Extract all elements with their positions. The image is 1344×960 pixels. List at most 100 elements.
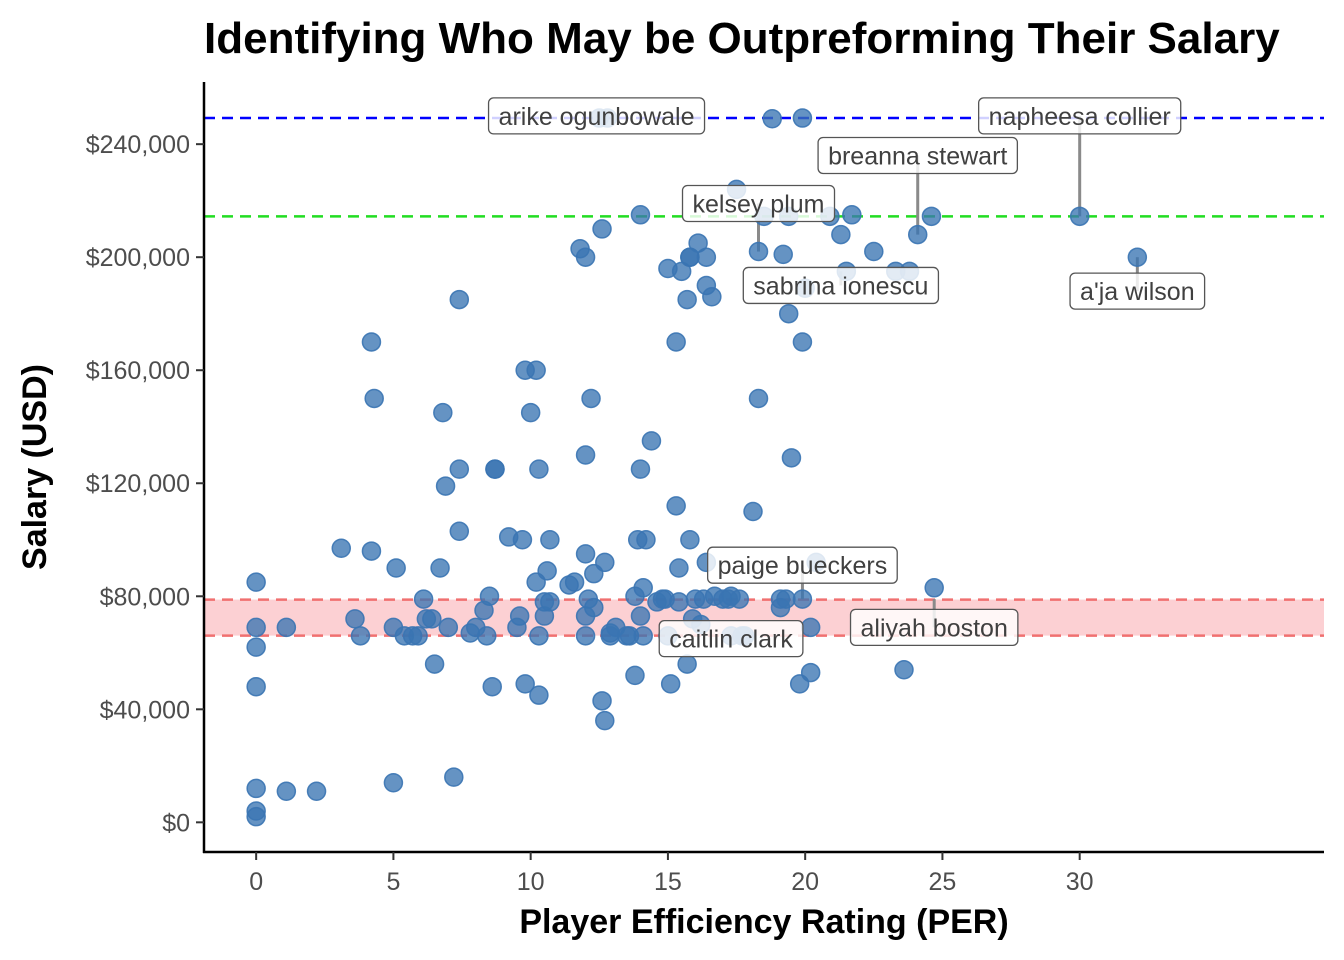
data-point	[529, 685, 549, 705]
data-point	[479, 586, 500, 607]
data-point	[246, 806, 266, 827]
annotation-text: napheesa collier	[989, 103, 1171, 131]
data-point	[584, 597, 604, 618]
data-point	[633, 578, 653, 598]
annotation-box	[707, 546, 898, 584]
data-point	[592, 691, 612, 711]
data-point	[306, 781, 327, 801]
data-point	[246, 572, 266, 592]
x-tick-label: 10	[517, 868, 545, 896]
data-point	[386, 558, 406, 578]
data-point	[529, 626, 549, 646]
annotation-label-3: breanna stewart	[817, 136, 1019, 175]
data-point	[748, 388, 769, 409]
data-point	[529, 459, 549, 479]
data-point	[636, 530, 656, 550]
data-point	[778, 303, 799, 324]
annotation-box	[977, 97, 1182, 135]
data-point	[743, 501, 763, 522]
x-tick-label: 15	[654, 868, 682, 896]
data-point	[476, 626, 497, 646]
x-axis-title: Player Efficiency Rating (PER)	[519, 903, 1008, 941]
data-point	[729, 589, 750, 609]
chart-title: Identifying Who May be Outpreforming The…	[204, 14, 1280, 63]
data-point	[509, 606, 530, 626]
data-point	[660, 674, 681, 694]
y-tick-label: $80,000	[100, 583, 190, 611]
axes: 0 5 10 15 20 25 30 $0 $40,000 $80,000 $120,000 $160…	[86, 82, 1324, 896]
data-point	[350, 626, 371, 646]
data-point	[669, 592, 689, 612]
annotation-label-2: napheesa collier	[977, 97, 1182, 135]
data-point	[630, 459, 651, 479]
data-point	[438, 617, 459, 638]
data-point	[831, 224, 851, 245]
annotation-box	[681, 184, 836, 223]
data-point	[633, 626, 653, 646]
data-point	[246, 676, 266, 697]
data-point	[669, 558, 689, 578]
data-point	[361, 541, 382, 561]
data-point	[512, 530, 533, 550]
annotation-text: caitlin clark	[669, 626, 793, 654]
data-point	[630, 205, 651, 225]
data-point	[677, 289, 697, 310]
data-point	[1127, 247, 1148, 267]
data-point	[595, 710, 615, 731]
data-point	[924, 578, 944, 598]
data-point	[575, 626, 596, 646]
data-point	[595, 552, 615, 573]
y-tick-label: $40,000	[100, 696, 190, 724]
data-point	[383, 773, 404, 793]
data-point	[800, 617, 821, 638]
annotation-text: breanna stewart	[828, 142, 1007, 170]
data-point	[1069, 206, 1090, 227]
x-tick-label: 20	[791, 868, 819, 896]
data-point	[592, 219, 612, 239]
data-point	[630, 606, 651, 626]
y-tick-label: $200,000	[86, 244, 190, 272]
data-point	[864, 241, 884, 262]
annotation-box	[817, 136, 1019, 175]
annotation-text: a'ja wilson	[1080, 278, 1195, 306]
data-point	[792, 589, 813, 609]
x-tick-label: 30	[1066, 868, 1094, 896]
data-point	[680, 530, 700, 550]
data-point	[842, 205, 862, 225]
data-point	[331, 538, 352, 558]
annotation-box	[742, 266, 940, 305]
annotation-text: aliyah boston	[861, 614, 1008, 642]
data-point	[748, 241, 769, 262]
annotation-text: arike ogunbowale	[499, 103, 695, 131]
data-point	[449, 521, 470, 542]
data-point	[575, 445, 596, 465]
data-point	[526, 360, 546, 380]
data-point	[246, 617, 266, 638]
data-point	[520, 402, 541, 423]
data-point	[435, 476, 456, 496]
data-point	[433, 402, 453, 423]
x-tick-label: 5	[386, 868, 400, 896]
data-point	[540, 530, 560, 550]
data-point	[413, 589, 434, 609]
data-point	[361, 332, 382, 352]
data-point	[921, 206, 942, 227]
data-point	[696, 247, 717, 267]
annotation-label-8: caitlin clark	[658, 620, 804, 658]
y-tick-label: $0	[162, 809, 190, 837]
x-tick-label: 25	[929, 868, 957, 896]
data-point	[430, 558, 450, 578]
y-tick-label: $240,000	[86, 131, 190, 159]
annotation-text: paige bueckers	[718, 552, 888, 580]
data-point	[364, 388, 384, 409]
y-axis-title: Salary (USD)	[16, 364, 54, 570]
data-point	[276, 617, 297, 638]
data-point	[564, 572, 585, 592]
data-point	[907, 224, 928, 245]
data-point	[894, 659, 914, 680]
annotation-label-6: a'ja wilson	[1069, 272, 1206, 310]
data-point	[792, 108, 813, 128]
y-tick-label: $160,000	[86, 357, 190, 385]
data-point	[515, 674, 535, 694]
